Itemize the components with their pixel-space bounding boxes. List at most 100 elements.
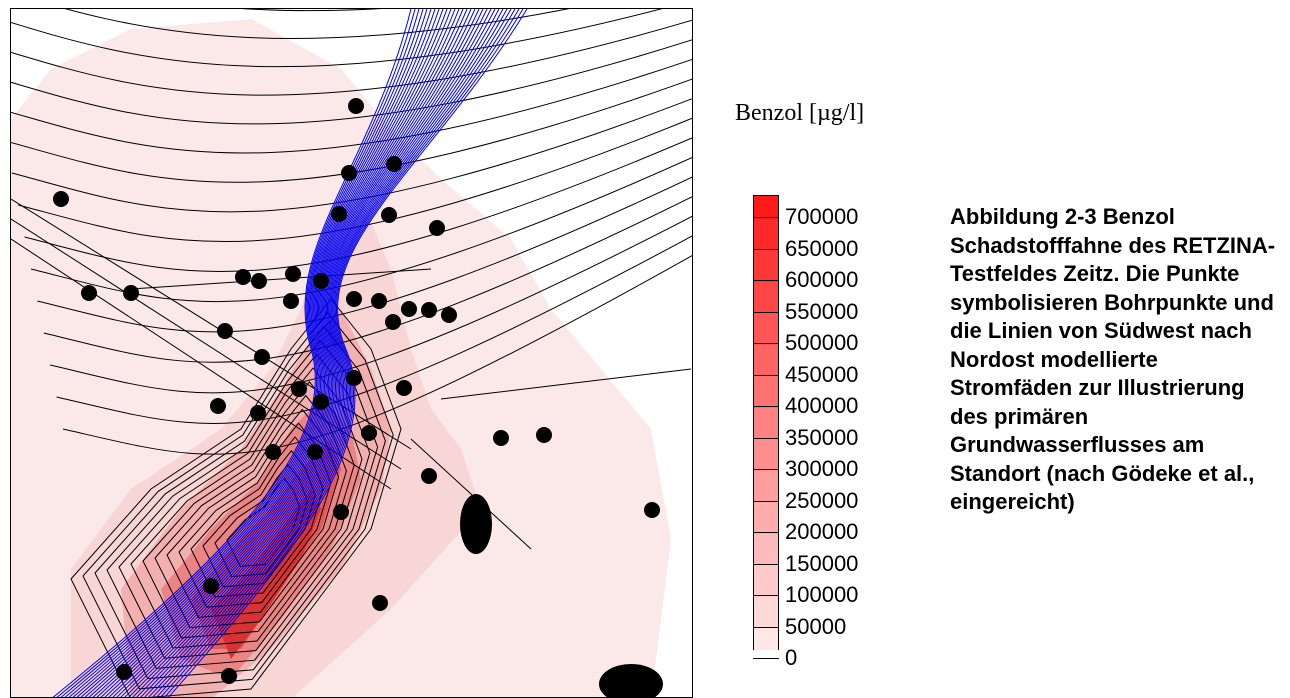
borehole-point [123,285,139,301]
streamline [112,9,472,697]
legend-label: 600000 [785,267,859,292]
legend-swatch [753,407,779,440]
legend-label: 400000 [785,393,859,418]
borehole-point [81,285,97,301]
legend-tick [753,311,779,313]
streamline [52,9,412,697]
legend-label: 350000 [785,424,859,450]
contour-line [37,176,692,333]
plume-map-svg [11,9,692,697]
streamline [72,9,432,697]
streamline [128,9,488,697]
plume-contour [106,339,379,669]
legend-tick [753,595,779,596]
infrastructure-line [440,368,692,400]
legend-swatch [753,195,779,219]
streamline [76,9,436,697]
borehole-point [307,444,323,460]
streamline [104,9,464,697]
legend-label: 200000 [785,519,859,544]
legend-swatch [753,565,779,597]
streamline [164,9,524,697]
borehole-points [53,98,660,684]
legend-title: Benzol [µg/l] [735,100,865,126]
plume-contour [202,449,316,588]
borehole-point [429,220,445,236]
borehole-point [291,381,307,397]
contour-lines [11,9,692,697]
streamline [152,9,512,697]
streamline [148,9,508,697]
legend-label: 250000 [785,487,859,513]
plume-contour [70,298,402,697]
contour-line [11,58,692,154]
borehole-point [493,430,509,446]
legend-tick [753,500,779,502]
legend-swatch [753,470,779,503]
legend-label: 650000 [785,235,859,261]
legend-tick [753,658,779,659]
contour-line [50,215,692,394]
borehole-point [396,380,412,396]
legend-label: 50000 [785,613,847,639]
plume-contour [130,367,363,649]
contour-line [64,9,570,39]
legend-tick [753,626,779,628]
legend-tick [753,406,779,407]
blob-feature [460,494,492,554]
contour-line [30,156,692,303]
borehole-point [341,165,357,181]
legend-swatch [753,376,779,408]
streamline [156,9,516,697]
borehole-point [221,668,237,684]
borehole-point [254,349,270,365]
legend-label: 100000 [785,582,859,607]
streamline [168,9,528,697]
borehole-point [116,664,132,680]
streamline [140,9,500,697]
borehole-point [53,191,69,207]
streamline [132,9,492,697]
figure-caption: Abbildung 2-3 Benzol Schadstofffahne des… [950,204,1276,514]
legend-swatch [753,218,779,251]
streamline [60,9,420,697]
legend-tick [753,437,779,439]
legend-swatch [753,628,779,650]
legend-label: 300000 [785,456,859,481]
blob-feature [599,664,663,697]
color-legend: 700000 650000 600000 550000 500000 450000 4000… [745,195,915,698]
legend-tick [753,532,779,533]
borehole-point [331,206,347,222]
legend-tick [753,248,779,250]
plume-contour [178,422,332,608]
legend-tick [753,280,779,281]
legend-swatch [753,313,779,345]
borehole-point [536,427,552,443]
legend-label: 700000 [785,204,859,229]
borehole-point [361,425,377,441]
borehole-point [441,307,457,323]
contour-line [11,19,692,96]
plume-contour [94,325,386,680]
borehole-point [372,595,388,611]
legend-tick [753,343,779,344]
streamline [136,9,496,697]
borehole-point [421,468,437,484]
plume-map [10,8,693,698]
contour-line [56,235,692,424]
legend-label: 500000 [785,330,859,355]
borehole-point [313,394,329,410]
borehole-point [371,293,387,309]
contour-line [11,39,692,125]
borehole-point [313,273,329,289]
contour-line [11,98,692,213]
legend-label: 150000 [785,550,859,576]
streamline [116,9,476,697]
borehole-point [203,578,219,594]
borehole-point [346,291,362,307]
contour-line [242,9,383,12]
legend-label: 450000 [785,361,859,387]
borehole-point [217,323,233,339]
borehole-point [346,370,362,386]
legend-swatch [753,533,779,566]
